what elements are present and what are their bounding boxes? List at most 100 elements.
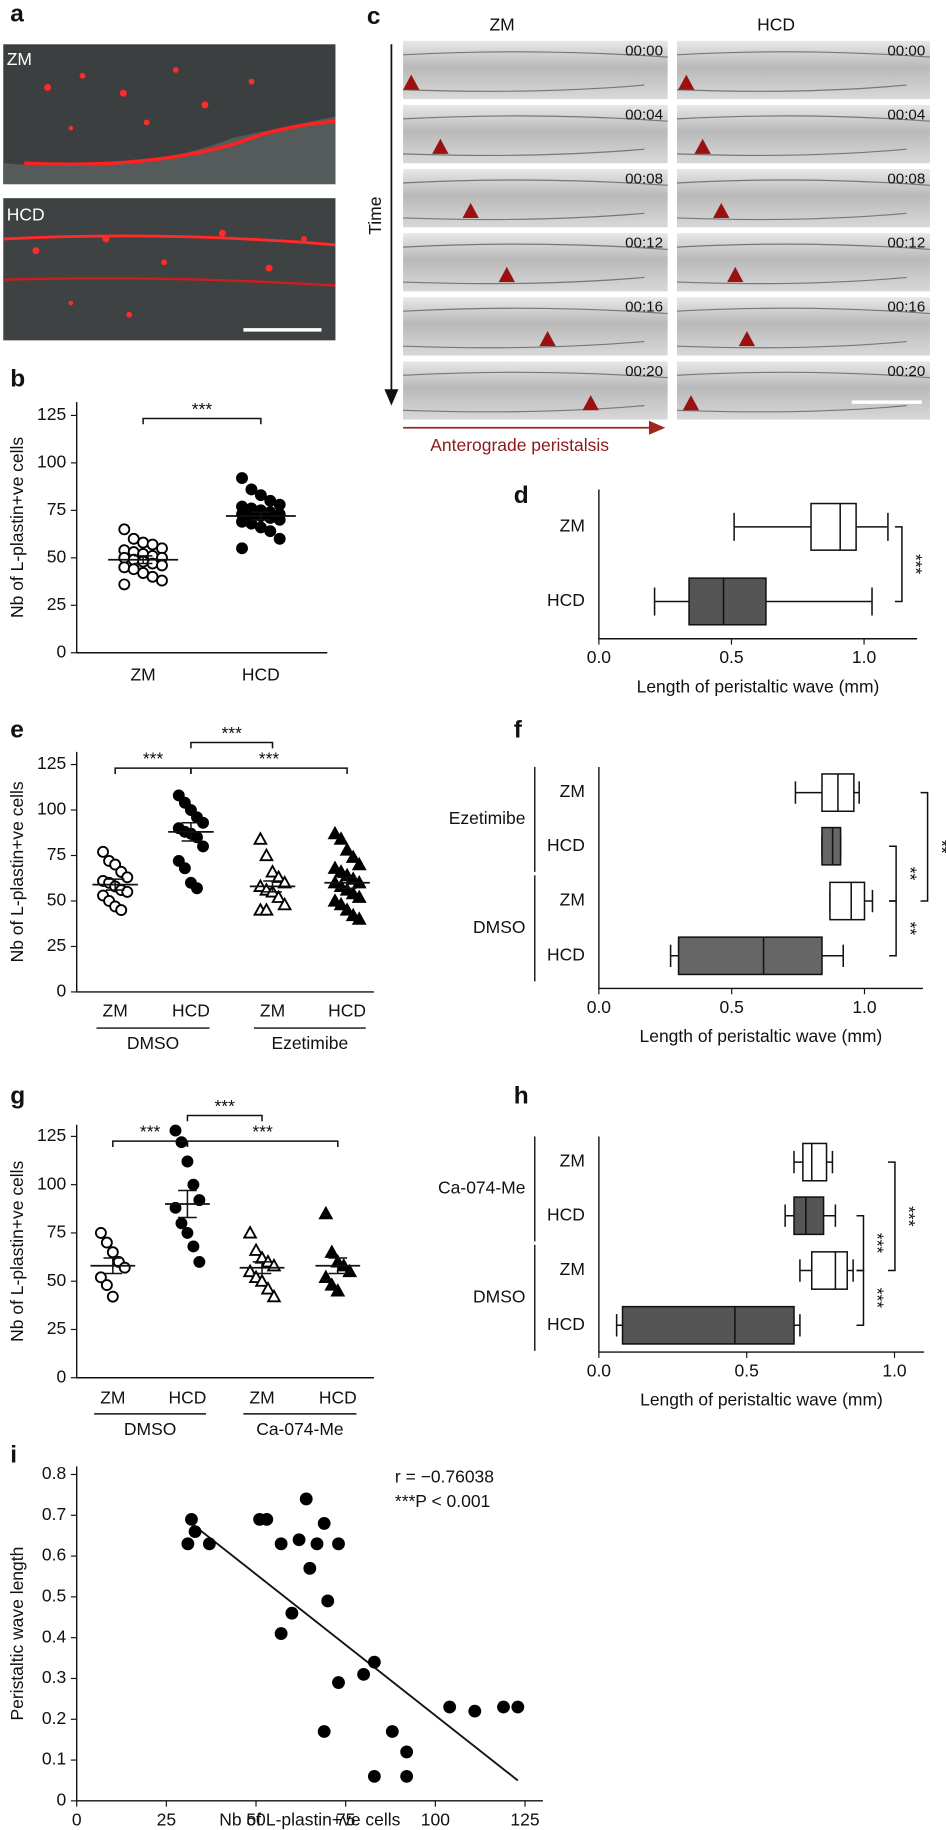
panel-letter: i xyxy=(10,1441,17,1468)
gut-outline xyxy=(676,179,930,221)
gut-outline xyxy=(676,51,930,92)
wave-marker xyxy=(738,331,756,347)
significance-label: *** xyxy=(222,723,243,743)
y-tick-label: 0.6 xyxy=(42,1545,66,1565)
frame xyxy=(676,361,930,420)
wave-marker xyxy=(539,331,556,347)
wave-marker xyxy=(432,138,449,154)
column-header: HCD xyxy=(757,14,795,34)
box xyxy=(810,502,857,551)
x-tick-label: 0 xyxy=(72,1809,82,1829)
point xyxy=(106,1246,119,1259)
point xyxy=(94,1226,107,1239)
wave-marker xyxy=(462,202,479,218)
point xyxy=(109,858,122,871)
significance-label: *** xyxy=(140,1122,161,1142)
point xyxy=(184,804,197,816)
group-label: Ezetimibe xyxy=(449,808,526,828)
point xyxy=(318,1269,334,1283)
point xyxy=(339,842,355,856)
y-tick-label: 100 xyxy=(37,1173,66,1193)
x-tick-label: HCD xyxy=(172,1000,210,1020)
y-tick-label: ZM xyxy=(560,1151,585,1171)
point xyxy=(317,1517,331,1530)
significance-label: *** xyxy=(215,1096,236,1116)
point xyxy=(330,1283,346,1297)
point xyxy=(303,1561,317,1575)
x-tick-label: ZM xyxy=(100,1387,125,1407)
gut-outline xyxy=(676,307,930,349)
significance-label: *** xyxy=(259,749,280,769)
y-tick-label: 0.1 xyxy=(42,1749,66,1769)
time-arrow-head xyxy=(384,389,399,406)
axis-label: Anterograde peristalsis xyxy=(430,435,609,455)
point xyxy=(197,840,209,853)
whisker xyxy=(823,1204,837,1227)
whisker xyxy=(733,512,812,541)
x-tick-label: 1.0 xyxy=(852,997,877,1017)
timestamp: 00:20 xyxy=(625,363,663,380)
point xyxy=(118,551,131,564)
group-label: Ca-074-Me xyxy=(438,1178,525,1198)
point xyxy=(156,574,168,587)
point xyxy=(178,862,191,875)
point xyxy=(285,1606,299,1620)
significance-label: *** xyxy=(252,1122,273,1142)
y-tick-label: HCD xyxy=(547,1314,585,1334)
point xyxy=(187,1178,200,1191)
x-tick-label: HCD xyxy=(168,1387,206,1407)
point xyxy=(245,483,258,496)
point xyxy=(273,513,286,526)
y-tick-label: HCD xyxy=(547,590,585,610)
point xyxy=(121,871,134,884)
y-tick-label: 125 xyxy=(37,404,66,424)
y-tick-label: ZM xyxy=(560,1259,585,1279)
panel-letter: f xyxy=(514,716,523,743)
point xyxy=(324,1244,340,1258)
group-label: Ca-074-Me xyxy=(256,1419,343,1439)
gut-outline xyxy=(403,243,668,285)
y-tick-label: ZM xyxy=(560,781,585,801)
point xyxy=(511,1700,525,1714)
error-bar xyxy=(181,822,201,842)
point xyxy=(318,1205,334,1220)
point xyxy=(292,1533,306,1547)
frame xyxy=(676,104,930,164)
point xyxy=(236,542,248,555)
x-tick-label: 50 xyxy=(246,1809,266,1829)
fit-line xyxy=(190,1522,519,1782)
group-label: DMSO xyxy=(127,1033,179,1053)
time-lapse: 00:00 00:00 00:04 00:04 00:08 00:08 00:12 00:12… xyxy=(403,40,930,420)
timestamp: 00:04 xyxy=(887,106,925,123)
x-axis-label: Length of peristaltic wave (mm) xyxy=(640,1390,883,1410)
wave-marker xyxy=(713,202,730,218)
group-label: DMSO xyxy=(124,1419,176,1439)
significance-bracket xyxy=(887,1161,896,1272)
point xyxy=(367,1655,381,1669)
point xyxy=(175,1136,188,1149)
x-tick-label: 100 xyxy=(421,1809,450,1829)
timestamp: 00:04 xyxy=(625,106,663,123)
group-label: DMSO xyxy=(473,917,525,937)
timestamp: 00:08 xyxy=(887,171,925,188)
x-tick-label: 1.0 xyxy=(852,647,877,667)
point xyxy=(367,1769,381,1783)
y-axis-label: Nb of L-plastin+ve cells xyxy=(7,437,27,618)
point xyxy=(351,856,367,871)
point xyxy=(321,1594,335,1608)
y-tick-label: ZM xyxy=(560,515,585,535)
y-tick-label: 125 xyxy=(37,1125,66,1145)
wave-marker xyxy=(403,74,420,90)
whisker xyxy=(615,1314,623,1337)
x-tick-label: 0.0 xyxy=(587,997,612,1017)
x-tick-label: HCD xyxy=(242,665,280,685)
point xyxy=(172,855,185,867)
panel-letter: d xyxy=(514,482,529,509)
frame xyxy=(676,297,930,356)
significance-bracket xyxy=(889,900,897,957)
panel-letter: h xyxy=(514,1082,529,1109)
peristalsis-arrow-head xyxy=(649,420,666,435)
box xyxy=(688,577,767,626)
y-axis-label: Nb of L-plastin+ve cells xyxy=(7,781,27,962)
